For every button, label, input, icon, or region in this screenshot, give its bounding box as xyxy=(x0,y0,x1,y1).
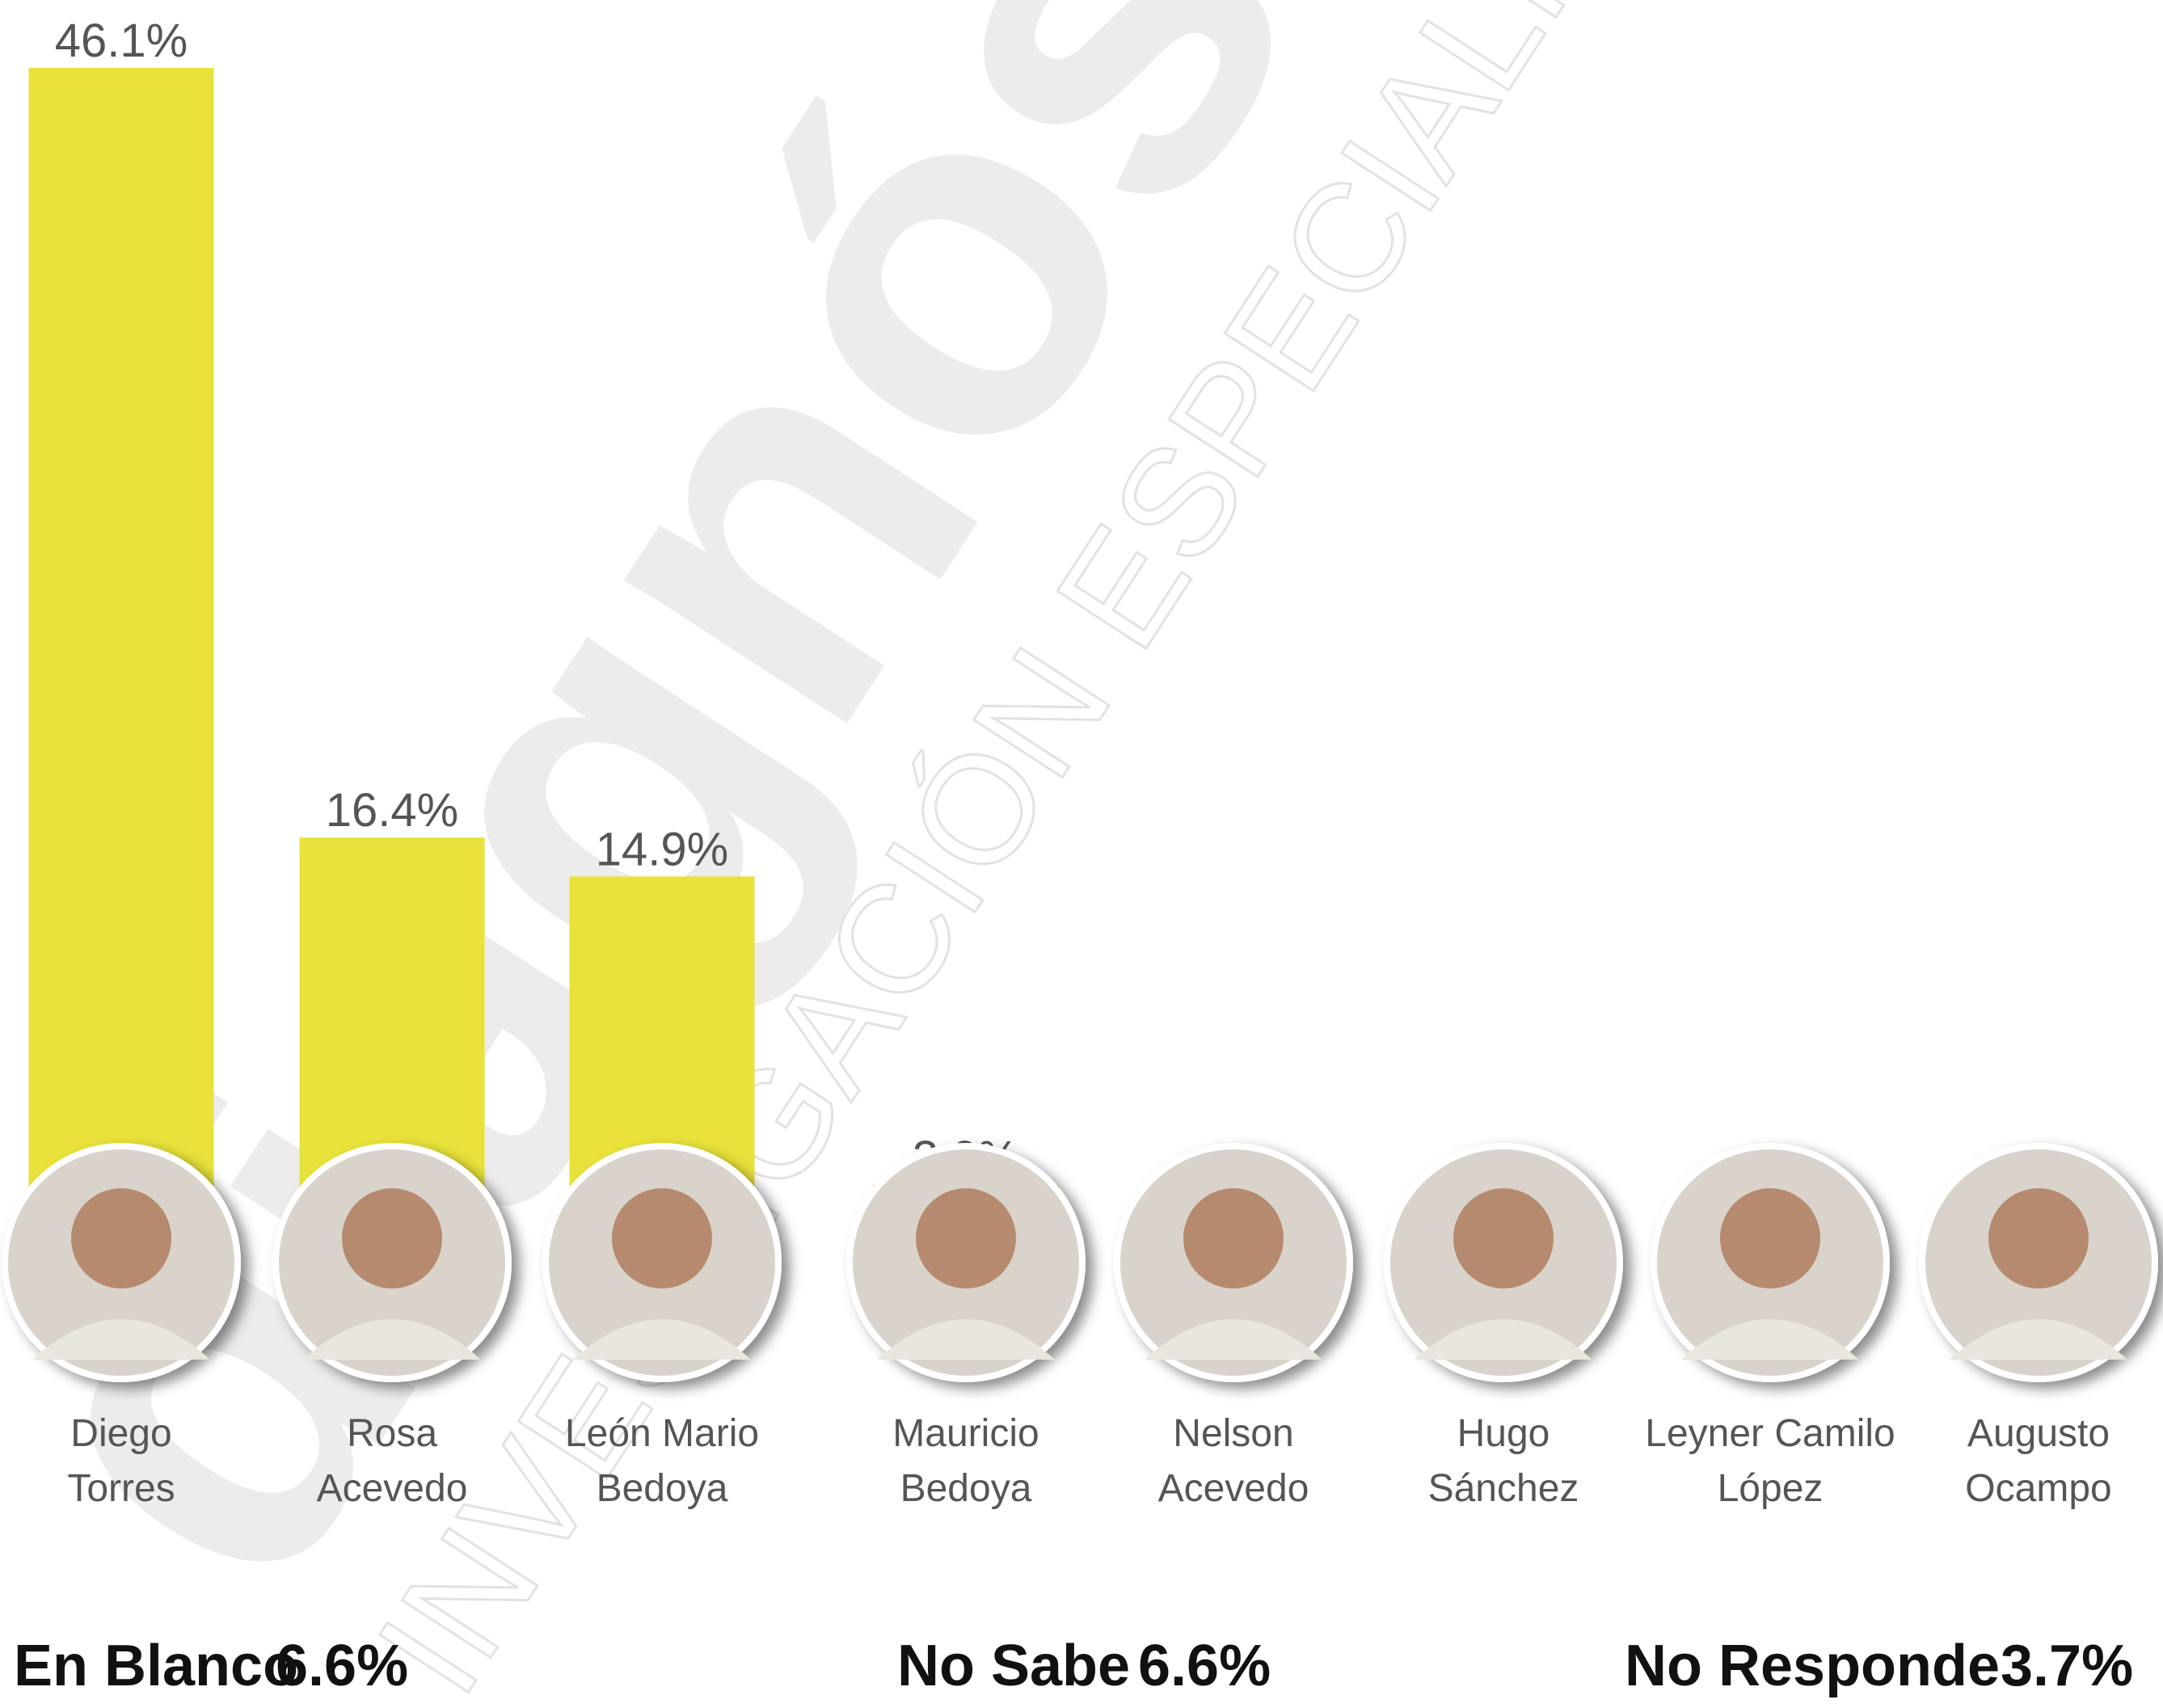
category-label: Rosa Acevedo xyxy=(316,1412,468,1510)
category-label: Leyner Camilo López xyxy=(1645,1412,1895,1510)
photo-body xyxy=(1950,1319,2127,1360)
value-label: 14.9% xyxy=(596,823,728,875)
extra-value: 6.6% xyxy=(276,1634,409,1698)
extra-label: No Sabe xyxy=(897,1634,1131,1698)
extra-label: No Responde xyxy=(1625,1634,2001,1698)
photo-body xyxy=(573,1319,751,1360)
category-label: Hugo Sánchez xyxy=(1427,1412,1579,1510)
category-label: Nelson Acevedo xyxy=(1157,1412,1309,1510)
value-label: 16.4% xyxy=(326,784,458,837)
category-label: Diego Torres xyxy=(67,1412,175,1510)
photo-head xyxy=(71,1188,171,1288)
bar xyxy=(28,68,214,1263)
category-label: Augusto Ocampo xyxy=(1965,1412,2112,1510)
photo-head xyxy=(342,1188,442,1288)
photo-head xyxy=(612,1188,712,1288)
photo-body xyxy=(32,1319,210,1360)
extra-value: 6.6% xyxy=(1138,1634,1271,1698)
photo-body xyxy=(1415,1319,1592,1360)
extra-label: En Blanco xyxy=(14,1634,299,1698)
photo-head xyxy=(1453,1188,1554,1288)
photo-body xyxy=(877,1319,1055,1360)
photo-head xyxy=(916,1188,1016,1288)
extra-value: 3.7% xyxy=(2001,1634,2134,1698)
photo-head xyxy=(1720,1188,1820,1288)
photo-body xyxy=(1681,1319,1859,1360)
photo-body xyxy=(303,1319,481,1360)
value-label: 46.1% xyxy=(55,15,188,67)
photo-head xyxy=(1988,1188,2089,1288)
photo-head xyxy=(1183,1188,1284,1288)
category-label: Mauricio Bedoya xyxy=(892,1412,1039,1510)
photo-body xyxy=(1145,1319,1322,1360)
category-label: León Mario Bedoya xyxy=(564,1412,760,1510)
